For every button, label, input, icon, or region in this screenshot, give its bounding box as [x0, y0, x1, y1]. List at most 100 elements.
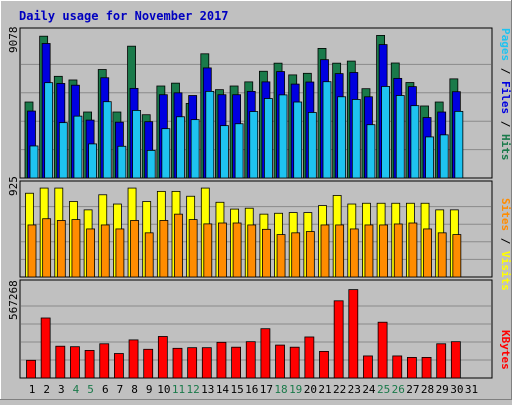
bottom-kbytes-bar-25 — [377, 321, 388, 379]
top-pages-bar-28 — [425, 136, 434, 179]
middle-sites-bar-16 — [247, 224, 257, 278]
bottom-kbytes-bar-3 — [55, 345, 66, 379]
bottom-kbytes-bar-24 — [363, 355, 373, 379]
bottom-kbytes-bar-10 — [157, 336, 168, 379]
top-pages-bar-19 — [293, 101, 303, 179]
chart-title: Daily usage for November 2017 — [19, 9, 229, 23]
top-pages-bar-3 — [58, 122, 68, 179]
middle-sites-bar-21 — [320, 224, 330, 278]
x-label-day-8: 8 — [131, 383, 138, 396]
middle-sites-bar-17 — [261, 228, 271, 278]
x-label-day-17: 17 — [260, 383, 273, 396]
x-label-day-16: 16 — [245, 383, 258, 396]
top-pages-bar-23 — [351, 99, 361, 179]
middle-sites-bar-15 — [232, 222, 242, 278]
top-pages-bar-30 — [454, 110, 464, 179]
top-pages-bar-22 — [337, 96, 347, 179]
middle-sites-bar-1 — [27, 224, 37, 278]
bar-marks — [24, 35, 464, 379]
middle-sites-bar-2 — [42, 218, 52, 278]
bottom-kbytes-bar-8 — [128, 339, 139, 379]
top-pages-bar-4 — [73, 115, 83, 179]
x-label-day-31: 31 — [465, 383, 478, 396]
bottom-kbytes-bar-29 — [436, 343, 447, 379]
bottom-kbytes-bar-11 — [172, 347, 183, 379]
x-label-day-7: 7 — [117, 383, 124, 396]
top-pages-bar-17 — [263, 98, 273, 179]
top-pages-bar-21 — [322, 81, 332, 179]
top-pages-bar-26 — [395, 95, 405, 179]
bottom-scale-label: 567268 — [7, 280, 20, 320]
bottom-kbytes-bar-7 — [114, 353, 124, 379]
x-label-day-20: 20 — [304, 383, 317, 396]
x-label-day-13: 13 — [201, 383, 214, 396]
middle-y-label-text: Sites / Visits — [499, 198, 512, 291]
x-label-day-24: 24 — [362, 383, 376, 396]
top-pages-bar-10 — [161, 128, 171, 179]
top-y-label-part-4: / — [499, 114, 512, 134]
bottom-kbytes-bar-16 — [245, 341, 256, 379]
bottom-kbytes-bar-17 — [260, 328, 271, 379]
top-pages-bar-8 — [132, 110, 141, 179]
x-label-day-1: 1 — [29, 383, 36, 396]
middle-scale-label: 925 — [7, 176, 20, 196]
middle-sites-bar-30 — [452, 234, 462, 278]
x-label-day-15: 15 — [230, 383, 243, 396]
top-pages-bar-27 — [410, 105, 420, 179]
x-label-day-10: 10 — [157, 383, 170, 396]
bottom-kbytes-bar-27 — [406, 356, 417, 379]
top-scale-label: 9078 — [7, 27, 20, 54]
middle-sites-bar-28 — [423, 228, 432, 278]
x-label-day-2: 2 — [43, 383, 50, 396]
x-axis-labels: 1 2 3 4 5 6 7 8 9 10 11 12 13 14 15 16 17 18 19 20 21 22 23 24 2… — [29, 383, 478, 396]
middle-sites-bar-11 — [174, 213, 183, 278]
top-pages-bar-13 — [205, 90, 215, 179]
middle-sites-bar-7 — [115, 228, 125, 278]
x-label-day-26: 26 — [392, 383, 405, 396]
middle-sites-bar-19 — [291, 232, 301, 278]
x-label-day-23: 23 — [348, 383, 361, 396]
top-y-label-text: Pages / Files / Hits — [499, 28, 512, 161]
bottom-kbytes-bar-1 — [26, 359, 36, 379]
top-pages-bar-14 — [220, 125, 229, 179]
top-pages-bar-1 — [29, 145, 39, 179]
x-label-day-3: 3 — [58, 383, 65, 396]
top-y-label-part-2: / — [499, 61, 512, 81]
middle-sites-bar-9 — [144, 232, 154, 278]
x-label-day-25: 25 — [377, 383, 390, 396]
x-label-day-5: 5 — [87, 383, 94, 396]
bottom-kbytes-bar-21 — [319, 350, 329, 379]
bottom-kbytes-bar-22 — [333, 300, 344, 379]
middle-y-label-part-1: Sites — [499, 198, 512, 231]
top-pages-bar-25 — [381, 86, 391, 179]
bottom-kbytes-bar-30 — [450, 341, 461, 379]
bottom-y-label-text: KBytes — [499, 330, 512, 370]
bottom-kbytes-bar-15 — [231, 346, 242, 379]
top-pages-bar-15 — [234, 123, 244, 179]
top-pages-bar-9 — [146, 149, 156, 179]
bottom-kbytes-bar-14 — [216, 341, 227, 379]
top-y-label-part-3: Files — [499, 81, 512, 114]
middle-sites-bar-3 — [56, 220, 66, 278]
x-label-day-14: 14 — [216, 383, 230, 396]
x-label-day-22: 22 — [333, 383, 346, 396]
middle-sites-bar-10 — [159, 220, 169, 278]
middle-sites-bar-4 — [71, 219, 81, 278]
middle-sites-bar-13 — [203, 223, 213, 278]
bottom-kbytes-bar-23 — [348, 289, 359, 379]
bottom-kbytes-bar-28 — [421, 356, 432, 379]
x-label-day-9: 9 — [146, 383, 153, 396]
top-pages-bar-20 — [307, 112, 317, 179]
top-pages-bar-7 — [117, 145, 127, 179]
bottom-y-label: KBytes — [499, 330, 512, 370]
x-label-day-30: 30 — [450, 383, 463, 396]
x-label-day-11: 11 — [172, 383, 185, 396]
middle-y-label: Sites / Visits — [499, 198, 512, 291]
bottom-kbytes-bar-18 — [275, 344, 285, 379]
bottom-kbytes-bar-4 — [70, 346, 80, 379]
top-y-label: Pages / Files / Hits — [499, 28, 512, 161]
x-label-day-6: 6 — [102, 383, 109, 396]
middle-sites-bar-8 — [130, 220, 139, 278]
x-label-day-18: 18 — [274, 383, 287, 396]
